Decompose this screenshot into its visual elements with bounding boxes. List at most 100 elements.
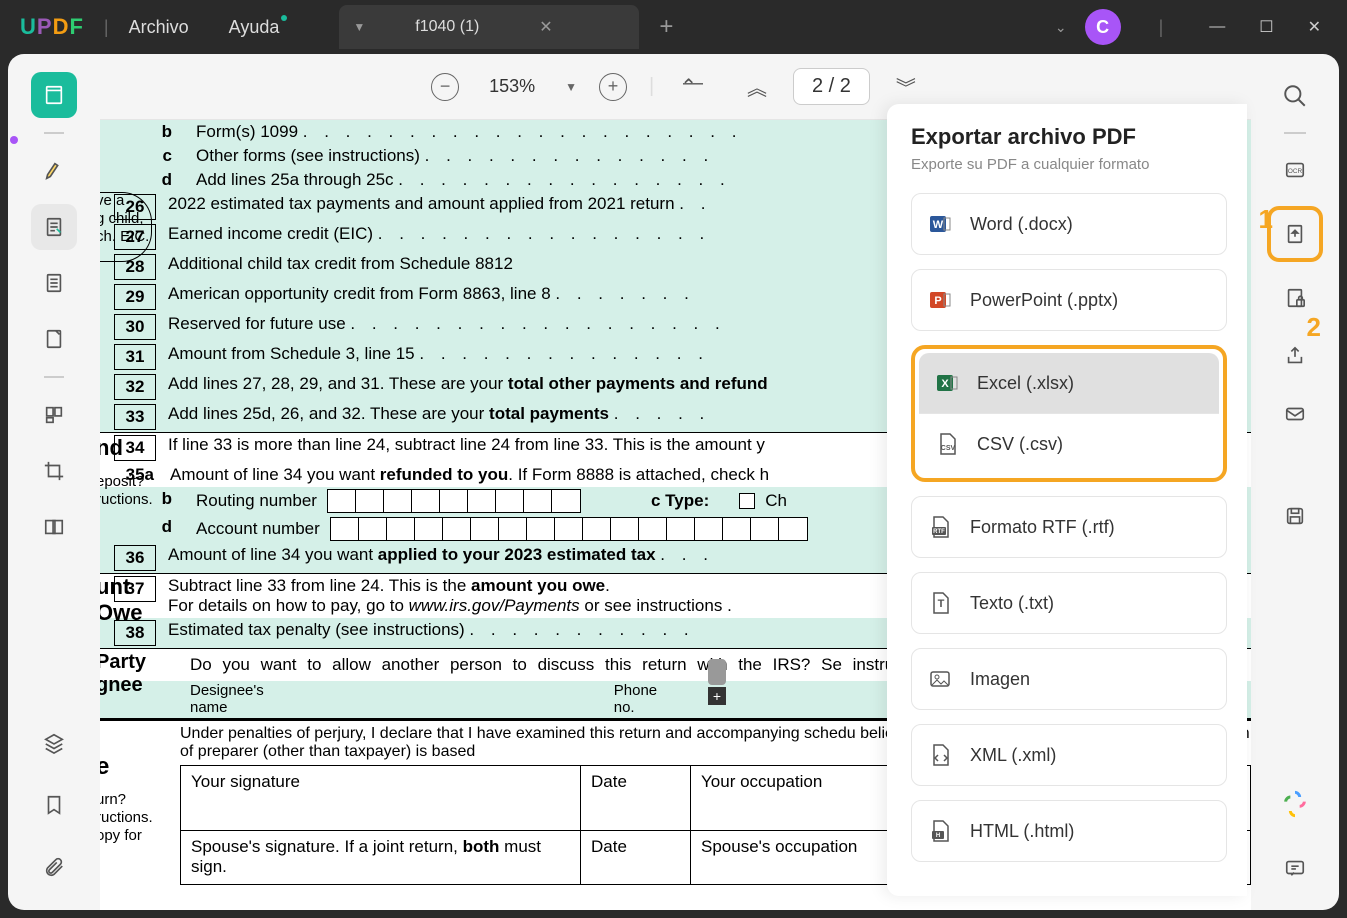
powerpoint-icon: P <box>928 288 952 312</box>
spouse-signature-cell: Spouse's signature. If a joint return, b… <box>181 831 581 885</box>
svg-text:H: H <box>936 833 940 839</box>
line-text: Amount of line 34 you want <box>168 545 378 564</box>
export-icon[interactable] <box>1267 206 1323 262</box>
section-label: Partygnee <box>100 651 146 697</box>
export-csv[interactable]: CSV CSV (.csv) <box>919 414 1219 474</box>
side-note: eposit?ructions. <box>100 473 153 509</box>
export-html[interactable]: H HTML (.html) <box>911 800 1227 862</box>
dropdown-icon[interactable]: ⌄ <box>1055 19 1067 36</box>
section-label: nd <box>100 435 123 461</box>
ai-icon[interactable] <box>1273 782 1317 826</box>
export-powerpoint[interactable]: P PowerPoint (.pptx) <box>911 269 1227 331</box>
menu-file[interactable]: Archivo <box>129 17 189 38</box>
organize-tool[interactable] <box>31 392 77 438</box>
menu-help[interactable]: Ayuda <box>229 17 280 38</box>
line-text: Routing number <box>196 491 317 511</box>
export-xml[interactable]: XML (.xml) <box>911 724 1227 786</box>
minimize-button[interactable]: — <box>1201 14 1233 40</box>
form-tool[interactable] <box>31 260 77 306</box>
crop-tool[interactable] <box>31 448 77 494</box>
sign-tool[interactable] <box>31 316 77 362</box>
csv-icon: CSV <box>935 432 959 456</box>
email-icon[interactable] <box>1273 392 1317 436</box>
edit-tool[interactable] <box>31 204 77 250</box>
line-text-bold: total payments <box>489 404 609 423</box>
line-text: Estimated tax penalty (see instructions) <box>168 620 465 639</box>
export-word[interactable]: W Word (.docx) <box>911 193 1227 255</box>
txt-icon: T <box>928 591 952 615</box>
export-label: Word (.docx) <box>970 214 1073 235</box>
divider <box>44 132 64 134</box>
save-icon[interactable] <box>1273 494 1317 538</box>
word-icon: W <box>928 212 952 236</box>
separator: | <box>649 75 654 98</box>
callout-number-1: 1 <box>1259 204 1273 235</box>
line-text: Amount from Schedule 3, line 15 <box>168 344 415 363</box>
attachment-icon[interactable] <box>31 844 77 890</box>
line-text: Earned income credit (EIC) <box>168 224 373 243</box>
maximize-button[interactable]: ☐ <box>1251 13 1281 41</box>
export-excel[interactable]: X Excel (.xlsx) <box>919 353 1219 414</box>
export-label: HTML (.html) <box>970 821 1074 842</box>
comment-icon[interactable] <box>1273 846 1317 890</box>
tab-chevron-icon[interactable]: ▼ <box>353 20 365 34</box>
line-text-italic: www.irs.gov/Payments <box>409 596 580 615</box>
line-text: Add lines 27, 28, 29, and 31. These are … <box>168 374 508 393</box>
layers-icon[interactable] <box>31 720 77 766</box>
user-avatar[interactable]: C <box>1085 9 1121 45</box>
page-input[interactable]: 2 / 2 <box>793 68 870 105</box>
export-label: Texto (.txt) <box>970 593 1054 614</box>
line-text-bold: refunded to you <box>380 465 508 484</box>
zoom-dropdown-icon[interactable]: ▼ <box>565 80 577 94</box>
zoom-in-button[interactable]: + <box>599 73 627 101</box>
export-rtf[interactable]: RTF Formato RTF (.rtf) <box>911 496 1227 558</box>
rtf-icon: RTF <box>928 515 952 539</box>
callout-number-2: 2 <box>1307 312 1321 343</box>
export-highlighted-group: X Excel (.xlsx) CSV CSV (.csv) <box>911 345 1227 482</box>
line-text: American opportunity credit from Form 88… <box>168 284 551 303</box>
svg-text:OCR: OCR <box>1288 168 1303 175</box>
add-tab-button[interactable]: + <box>659 13 673 41</box>
next-page-button[interactable]: ︾ <box>892 68 920 105</box>
tab-title: f1040 (1) <box>415 18 479 36</box>
right-sidebar: OCR 1 2 <box>1251 54 1339 910</box>
line-text-bold: total other payments and refund <box>508 374 768 393</box>
excel-icon: X <box>935 371 959 395</box>
line-text: Form(s) 1099 <box>196 122 298 141</box>
separator: | <box>1159 17 1164 38</box>
image-icon <box>928 667 952 691</box>
separator: | <box>104 17 109 38</box>
export-subtitle: Exporte su PDF a cualquier formato <box>911 156 1227 173</box>
designee-name-label: Designee'sname <box>190 683 264 716</box>
app-body: − 153% ▼ + | ⌃— ︽ 2 / 2 ︾ bForm(s) 1099 … <box>8 54 1339 910</box>
reader-tool[interactable] <box>31 72 77 118</box>
highlight-tool[interactable] <box>31 148 77 194</box>
line-text: 2022 estimated tax payments and amount a… <box>168 194 675 213</box>
side-note: urn?ructions.opy for <box>100 791 153 845</box>
prev-page-button[interactable]: ︽ <box>743 68 771 105</box>
line-text: . If Form 8888 is attached, check h <box>508 465 769 484</box>
line-text: Other forms (see instructions) <box>196 146 420 165</box>
tab-close-icon[interactable]: ✕ <box>539 17 552 37</box>
line-text: Subtract line 33 from line 24. This is t… <box>168 576 471 595</box>
ocr-icon[interactable]: OCR <box>1273 148 1317 192</box>
svg-text:W: W <box>933 219 944 231</box>
search-icon[interactable] <box>1273 74 1317 118</box>
svg-text:RTF: RTF <box>933 529 945 535</box>
zoom-out-button[interactable]: − <box>431 73 459 101</box>
line-text: Ch <box>765 491 787 511</box>
document-tab[interactable]: ▼ f1040 (1) ✕ <box>339 5 639 49</box>
line-text-bold: amount you owe <box>471 576 605 595</box>
line-text-bold: applied to your 2023 estimated tax <box>378 545 656 564</box>
bookmark-icon[interactable] <box>31 782 77 828</box>
divider <box>44 376 64 378</box>
export-txt[interactable]: T Texto (.txt) <box>911 572 1227 634</box>
close-button[interactable]: ✕ <box>1300 13 1329 41</box>
scrollbar-plus-icon[interactable]: + <box>708 687 726 705</box>
line-text: Do you want to allow another person to d… <box>190 655 939 675</box>
export-image[interactable]: Imagen <box>911 648 1227 710</box>
compare-tool[interactable] <box>31 504 77 550</box>
date-cell: Date <box>581 766 691 831</box>
first-page-button[interactable]: ⌃— <box>676 70 721 103</box>
scrollbar-thumb[interactable] <box>708 659 726 685</box>
